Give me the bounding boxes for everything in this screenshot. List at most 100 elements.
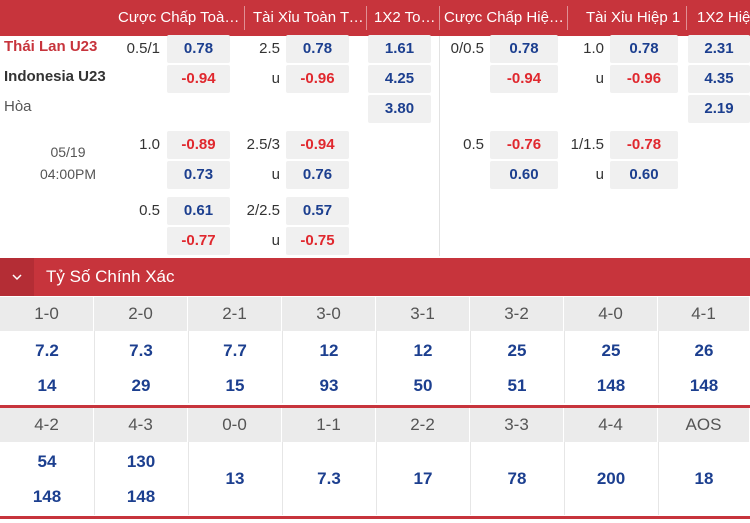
handicap-line: 0.5: [463, 136, 484, 153]
overunder-line: 2/2.5: [246, 202, 280, 219]
header-divider: [686, 6, 687, 30]
handicap-away-odds[interactable]: 0.60: [490, 161, 558, 189]
score-label: 3-1: [376, 297, 470, 331]
1x2-draw-odds[interactable]: 2.19: [688, 95, 750, 123]
odds-header-bar: Cược Chấp Toàn ... Tài Xỉu Toàn Trận 1X2…: [0, 0, 750, 36]
under-odds[interactable]: -0.75: [286, 227, 349, 255]
handicap-home-odds[interactable]: 0.78: [490, 35, 558, 63]
under-label: u: [271, 70, 280, 87]
score-label: 2-2: [376, 408, 470, 442]
over-odds[interactable]: -0.94: [286, 131, 349, 159]
col-header-fulltime-handicap[interactable]: Cược Chấp Toàn ...: [118, 9, 242, 26]
overunder-line: 1/1.5: [570, 136, 604, 153]
score-label: AOS: [658, 408, 750, 442]
score-odds-home[interactable]: 26: [694, 341, 714, 360]
row-divider: [0, 516, 750, 519]
column-divider: [564, 442, 565, 515]
column-divider: [282, 442, 283, 515]
score-odds-home[interactable]: 130: [126, 452, 156, 471]
score-odds-away[interactable]: 148: [32, 487, 62, 506]
under-label: u: [271, 232, 280, 249]
over-odds[interactable]: 0.78: [610, 35, 678, 63]
score-odds-home[interactable]: 54: [37, 452, 57, 471]
handicap-line: 0.5: [139, 202, 160, 219]
score-odds-home[interactable]: 7.2: [35, 341, 59, 360]
overunder-line: 2.5: [259, 40, 280, 57]
match-time: 04:00PM: [39, 166, 97, 182]
score-label: 4-3: [94, 408, 188, 442]
score-odds-home[interactable]: 7.3: [129, 341, 153, 360]
column-divider: [94, 442, 95, 515]
column-divider: [658, 442, 659, 515]
col-header-firsthalf-overunder[interactable]: Tài Xỉu Hiệp 1: [586, 9, 681, 26]
score-odds-home[interactable]: 7.7: [223, 341, 247, 360]
col-header-firsthalf-handicap[interactable]: Cược Chấp Hiệp 1: [444, 9, 566, 26]
score-odds-away[interactable]: 93: [319, 376, 339, 395]
score-odds-away[interactable]: 14: [37, 376, 57, 395]
1x2-away-odds[interactable]: 4.25: [368, 65, 431, 93]
score-odds[interactable]: 17: [413, 469, 433, 488]
under-odds[interactable]: 0.60: [610, 161, 678, 189]
score-label: 1-0: [0, 297, 94, 331]
header-divider: [366, 6, 367, 30]
over-odds[interactable]: 0.57: [286, 197, 349, 225]
column-divider: [188, 331, 189, 403]
1x2-home-odds[interactable]: 1.61: [368, 35, 431, 63]
score-odds-away[interactable]: 15: [225, 376, 245, 395]
1x2-away-odds[interactable]: 4.35: [688, 65, 750, 93]
handicap-away-odds[interactable]: 0.73: [167, 161, 230, 189]
score-label: 2-0: [94, 297, 188, 331]
score-odds-home[interactable]: 25: [601, 341, 621, 360]
score-odds-away[interactable]: 29: [131, 376, 151, 395]
over-odds[interactable]: -0.78: [610, 131, 678, 159]
under-label: u: [595, 166, 604, 183]
under-odds[interactable]: -0.96: [286, 65, 349, 93]
score-odds-home[interactable]: 25: [507, 341, 527, 360]
handicap-home-odds[interactable]: 0.78: [167, 35, 230, 63]
chevron-down-icon[interactable]: [0, 258, 34, 296]
score-label: 4-0: [564, 297, 658, 331]
handicap-home-odds[interactable]: 0.61: [167, 197, 230, 225]
column-divider: [658, 331, 659, 403]
score-label: 3-2: [470, 297, 564, 331]
score-label: 4-2: [0, 408, 94, 442]
handicap-away-odds[interactable]: -0.94: [167, 65, 230, 93]
handicap-line: 1.0: [139, 136, 160, 153]
under-odds[interactable]: -0.96: [610, 65, 678, 93]
column-divider: [376, 442, 377, 515]
handicap-line: 0/0.5: [450, 40, 484, 57]
correct-score-header[interactable]: Tỷ Số Chính Xác: [0, 258, 750, 296]
handicap-home-odds[interactable]: -0.76: [490, 131, 558, 159]
handicap-away-odds[interactable]: -0.77: [167, 227, 230, 255]
column-divider: [188, 442, 189, 515]
score-odds[interactable]: 18: [694, 469, 714, 488]
handicap-home-odds[interactable]: -0.89: [167, 131, 230, 159]
header-divider: [567, 6, 568, 30]
score-odds-away[interactable]: 148: [596, 376, 626, 395]
handicap-line: 0.5/1: [126, 40, 160, 57]
score-odds-away[interactable]: 50: [413, 376, 433, 395]
row-divider: [0, 405, 750, 408]
score-odds-home[interactable]: 12: [413, 341, 433, 360]
score-odds-away[interactable]: 51: [507, 376, 527, 395]
score-label: 4-1: [658, 297, 750, 331]
col-header-fulltime-overunder[interactable]: Tài Xỉu Toàn Trận: [253, 9, 365, 26]
1x2-draw-odds[interactable]: 3.80: [368, 95, 431, 123]
score-odds[interactable]: 200: [596, 469, 626, 488]
header-divider: [244, 6, 245, 30]
col-header-firsthalf-1x2[interactable]: 1X2 Hiệ...: [697, 9, 750, 26]
score-odds-home[interactable]: 12: [319, 341, 339, 360]
under-odds[interactable]: 0.76: [286, 161, 349, 189]
handicap-away-odds[interactable]: -0.94: [490, 65, 558, 93]
score-odds[interactable]: 78: [507, 469, 527, 488]
score-label: 2-1: [188, 297, 282, 331]
score-odds-away[interactable]: 148: [689, 376, 719, 395]
score-odds[interactable]: 13: [225, 469, 245, 488]
away-team-name: Indonesia U23: [4, 68, 106, 85]
score-odds[interactable]: 7.3: [317, 469, 341, 488]
1x2-home-odds[interactable]: 2.31: [688, 35, 750, 63]
score-odds-away[interactable]: 148: [126, 487, 156, 506]
correct-score-title: Tỷ Số Chính Xác: [46, 267, 175, 286]
over-odds[interactable]: 0.78: [286, 35, 349, 63]
col-header-fulltime-1x2[interactable]: 1X2 Toà...: [374, 9, 438, 26]
